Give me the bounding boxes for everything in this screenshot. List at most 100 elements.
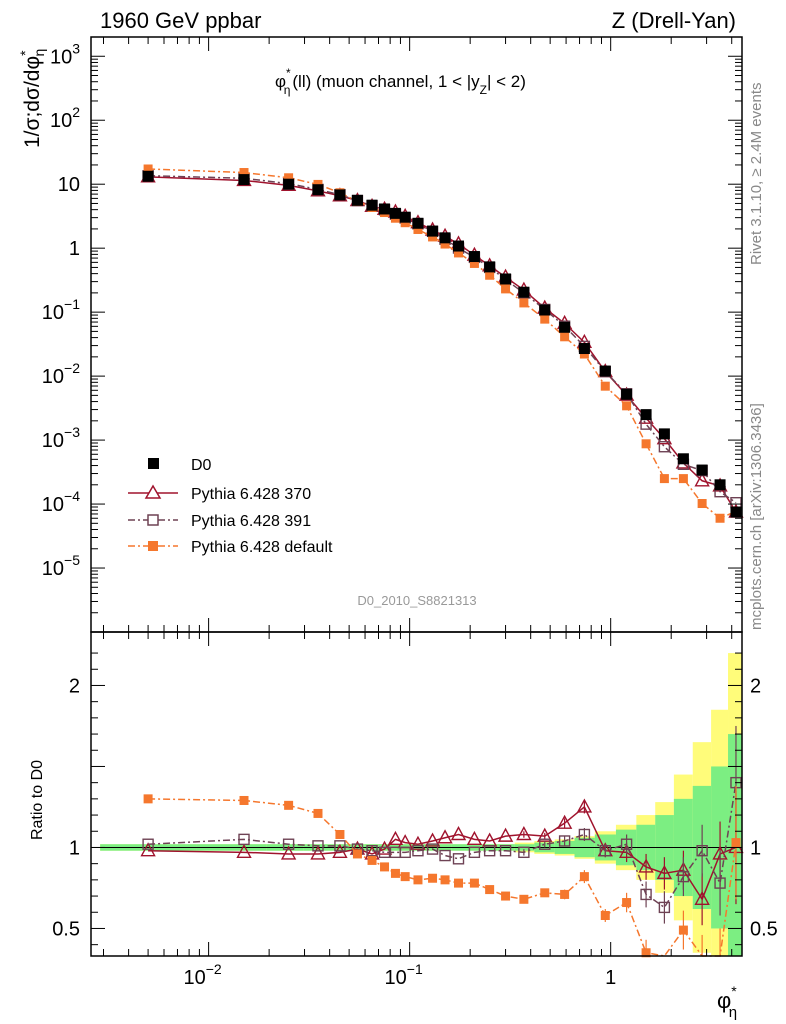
series-point-2	[678, 474, 688, 484]
ratio-point-1	[620, 838, 633, 850]
series-point-2	[697, 499, 707, 509]
ratio-tick-labels: 0.5 0.5 1 1 2 2	[52, 675, 778, 940]
legend-marker-data	[148, 458, 159, 469]
ratio-point-0	[376, 840, 393, 855]
ratio-point-2	[413, 875, 423, 885]
header-process-label: Z (Drell-Yan)	[612, 8, 736, 33]
ratio-point-0	[516, 826, 532, 841]
y-tick-label-base: 10	[50, 110, 72, 132]
data-point	[658, 428, 670, 440]
series-point-2	[540, 314, 550, 324]
ratio-point-1	[312, 840, 324, 852]
legend-entry-data: D0	[148, 457, 212, 474]
y-tick-label-exponent: −1	[64, 296, 80, 312]
y-tick-label: 10−1	[42, 296, 80, 324]
data-point	[412, 217, 424, 229]
series-point-2	[454, 248, 464, 258]
data-point	[439, 232, 451, 244]
ratio-point-1	[238, 833, 250, 846]
ratio-point-1	[439, 849, 451, 862]
side-mcplots-label: mcplots.cern.ch [arXiv:1306.3436]	[748, 403, 765, 630]
y-tick-label-exponent: 2	[72, 104, 80, 120]
ratio-point-0	[656, 864, 673, 880]
ratio-point-2	[622, 898, 632, 908]
data-point	[351, 194, 363, 206]
series-point-2	[579, 349, 589, 359]
series-point-2	[501, 284, 511, 294]
ratio-point-2	[678, 925, 688, 935]
y-tick-label: 10	[58, 174, 80, 196]
data-point	[312, 184, 324, 196]
y-tick-label-base: 10	[42, 302, 64, 324]
ratio-point-2	[428, 873, 438, 883]
series-point-2	[715, 513, 725, 523]
ratio-point-1	[578, 828, 591, 841]
x-tick-label-exponent: −1	[407, 961, 423, 977]
ratio-point-0	[236, 843, 252, 859]
ratio-point-1	[714, 877, 726, 889]
ratio-point-1	[658, 901, 671, 914]
y-tick-label-base: 10	[58, 174, 80, 196]
data-point	[578, 343, 590, 355]
legend-label-data: D0	[191, 457, 212, 474]
y-tick-label: 10−2	[42, 360, 80, 388]
ratio-point-0	[280, 845, 297, 860]
plot-title: φ* η (ll) (muon channel, 1 < |yZ| < 2)	[275, 66, 526, 97]
ratio-point-1	[334, 840, 346, 852]
legend-entry-pythia-391: Pythia 6.428 391	[128, 513, 311, 530]
x-axis-title-star: *	[731, 983, 737, 999]
ratio-point-0	[310, 845, 326, 860]
y-tick-label-exponent: 3	[72, 40, 80, 56]
x-axis-title: φ* η	[717, 983, 737, 1021]
data-point	[714, 479, 726, 491]
series-point-2	[519, 298, 529, 308]
x-tick-label-base: 1	[605, 967, 616, 989]
x-tick-label-base: 10	[385, 967, 407, 989]
legend-label-pythia-default: Pythia 6.428 default	[191, 539, 333, 556]
ratio-point-2	[600, 911, 610, 920]
ratio-point-1	[142, 838, 154, 850]
main-panel-content	[140, 164, 744, 523]
series-point-2	[428, 232, 438, 242]
data-point	[379, 203, 391, 215]
ratio-point-2	[313, 808, 323, 818]
ratio-point-1	[426, 843, 439, 855]
y-tick-label: 103	[50, 40, 80, 68]
ratio-point-2	[641, 948, 651, 958]
ratio-point-2	[454, 878, 464, 888]
data-point	[283, 178, 295, 190]
analysis-id-label: D0_2010_S8821313	[357, 593, 476, 608]
plot-title-phi: φ	[275, 72, 286, 91]
data-point	[621, 388, 633, 400]
header-energy-label: 1960 GeV ppbar	[100, 8, 261, 33]
svg-text:1/σ;dσ/dφ*η: 1/σ;dσ/dφ*η	[17, 49, 47, 148]
legend-entry-pythia-default: Pythia 6.428 default	[128, 539, 333, 556]
legend-label-pythia-391: Pythia 6.428 391	[191, 513, 311, 530]
ratio-point-2	[400, 872, 410, 882]
y-tick-label-exponent: −3	[64, 424, 80, 440]
ratio-point-1	[366, 845, 378, 857]
ratio-point-0	[387, 830, 404, 846]
ratio-tick-label-left: 1	[69, 837, 80, 859]
ratio-point-2	[335, 830, 345, 839]
data-point	[599, 365, 611, 377]
x-tick-label: 10−1	[385, 961, 423, 989]
ratio-point-2	[579, 872, 589, 882]
ratio-line-1	[148, 782, 737, 909]
data-point	[730, 506, 742, 518]
data-point	[427, 225, 439, 237]
y-tick-label: 10−4	[42, 488, 80, 516]
ratio-point-0	[638, 858, 654, 873]
data-point	[334, 189, 346, 201]
data-point	[453, 240, 465, 252]
x-tick-labels: 10−2 10−1 1	[184, 961, 617, 989]
y-axis-title-sub: η	[31, 49, 47, 57]
ratio-point-1	[468, 846, 481, 859]
y-axis-title: 1/σ;dσ/dφ*η	[17, 49, 47, 148]
data-point	[484, 261, 496, 273]
data-point	[677, 453, 689, 465]
y-tick-label: 102	[50, 104, 80, 132]
ratio-point-0	[466, 830, 483, 846]
